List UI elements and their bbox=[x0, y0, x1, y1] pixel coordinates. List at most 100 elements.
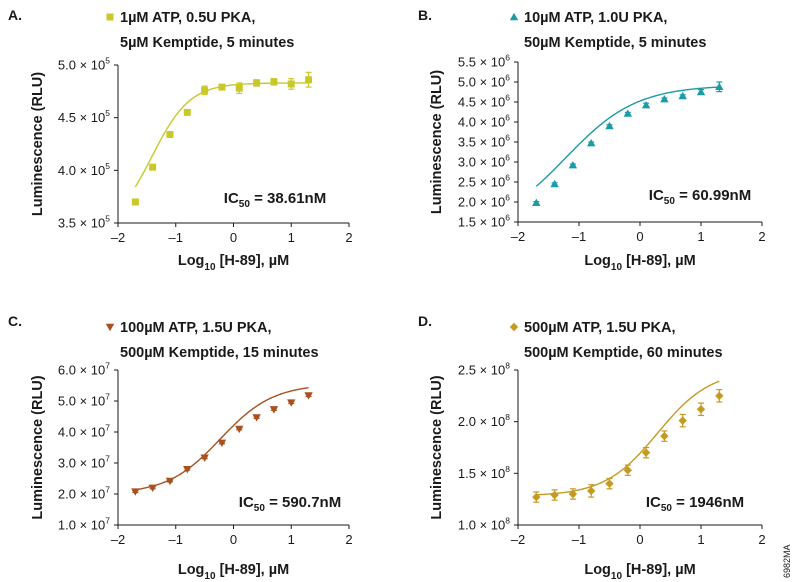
fit-curve bbox=[536, 380, 720, 496]
y-axis-title: Luminescence (RLU) bbox=[30, 72, 46, 216]
data-point bbox=[568, 489, 578, 499]
y-tick-label: 2.0 × 106 bbox=[458, 193, 510, 210]
y-tick-label: 2.5 × 108 bbox=[458, 361, 510, 378]
x-tick-label: 0 bbox=[636, 229, 643, 244]
data-point bbox=[131, 198, 139, 206]
data-point bbox=[715, 391, 724, 401]
data-point bbox=[605, 121, 614, 130]
data-point bbox=[217, 439, 227, 448]
panel-label: C. bbox=[8, 313, 22, 329]
x-axis-title: Log10 [H-89], µM bbox=[178, 253, 289, 273]
legend-marker bbox=[106, 13, 114, 21]
legend-entry: 10µM ATP, 1.0U PKA, bbox=[524, 10, 667, 26]
y-tick-label: 4.0 × 106 bbox=[458, 113, 510, 130]
legend-entry: 500µM Kemptide, 15 minutes bbox=[120, 345, 319, 361]
data-point bbox=[550, 490, 559, 500]
legend-entry: 5µM Kemptide, 5 minutes bbox=[120, 35, 294, 51]
x-tick-label: 1 bbox=[288, 532, 295, 547]
y-tick-label: 1.5 × 106 bbox=[458, 213, 510, 230]
figure-code: 6982MA bbox=[782, 544, 792, 578]
chart-panel: D. 500µM ATP, 1.5U PKA, 500µM Kemptide, 60… bbox=[418, 313, 766, 582]
x-axis-title: Log10 [H-89], µM bbox=[178, 562, 289, 582]
x-axis-title: Log10 [H-89], µM bbox=[584, 253, 695, 273]
ic50-annotation: IC50 = 60.99nM bbox=[649, 187, 751, 207]
legend-entry: 500µM Kemptide, 60 minutes bbox=[524, 345, 723, 361]
data-point bbox=[550, 179, 559, 188]
data-point bbox=[253, 79, 261, 87]
y-tick-label: 5.5 × 106 bbox=[458, 53, 510, 70]
data-point bbox=[696, 87, 706, 96]
y-tick-label: 4.5 × 105 bbox=[58, 108, 110, 125]
panel-label: D. bbox=[418, 313, 432, 329]
y-tick-label: 4.5 × 106 bbox=[458, 93, 510, 110]
ic50-annotation: IC50 = 590.7nM bbox=[239, 494, 341, 514]
data-point bbox=[305, 76, 313, 84]
x-tick-label: –2 bbox=[111, 230, 125, 245]
data-point bbox=[200, 454, 209, 462]
data-point bbox=[166, 131, 174, 139]
data-point bbox=[218, 83, 226, 91]
y-tick-label: 6.0 × 107 bbox=[58, 361, 110, 378]
chart-panel: A. 1µM ATP, 0.5U PKA, 5µM Kemptide, 5 minu… bbox=[8, 7, 353, 273]
x-tick-label: –1 bbox=[169, 532, 183, 547]
data-point bbox=[287, 80, 295, 88]
data-point bbox=[131, 488, 140, 496]
y-tick-label: 5.0 × 106 bbox=[458, 73, 510, 90]
x-tick-label: 2 bbox=[345, 532, 352, 547]
y-tick-label: 2.5 × 106 bbox=[458, 173, 510, 190]
y-tick-label: 5.0 × 107 bbox=[58, 392, 110, 409]
data-point bbox=[287, 399, 296, 407]
y-tick-label: 3.5 × 106 bbox=[458, 133, 510, 150]
legend-entry: 1µM ATP, 0.5U PKA, bbox=[120, 10, 255, 26]
y-tick-label: 1.5 × 108 bbox=[458, 464, 510, 481]
x-tick-label: –2 bbox=[511, 229, 525, 244]
y-tick-label: 1.0 × 107 bbox=[58, 516, 110, 533]
data-point bbox=[587, 139, 596, 147]
data-point bbox=[148, 484, 157, 492]
x-tick-label: –2 bbox=[511, 532, 525, 547]
x-tick-label: 0 bbox=[230, 532, 237, 547]
x-tick-label: 1 bbox=[697, 229, 704, 244]
y-tick-label: 3.0 × 106 bbox=[458, 153, 510, 170]
legend-entry: 50µM Kemptide, 5 minutes bbox=[524, 35, 706, 51]
chart-panel: C. 100µM ATP, 1.5U PKA, 500µM Kemptide, 15… bbox=[8, 313, 353, 582]
y-tick-label: 3.0 × 107 bbox=[58, 454, 110, 471]
y-axis-title: Luminescence (RLU) bbox=[429, 375, 445, 519]
legend-marker bbox=[509, 322, 519, 332]
data-point bbox=[235, 84, 243, 92]
data-point bbox=[304, 392, 313, 400]
x-tick-label: 0 bbox=[230, 230, 237, 245]
data-point bbox=[587, 486, 596, 496]
data-point bbox=[678, 91, 687, 100]
data-point bbox=[165, 477, 175, 486]
data-point bbox=[660, 431, 669, 441]
data-point bbox=[623, 466, 632, 475]
ic50-annotation: IC50 = 1946nM bbox=[646, 494, 744, 514]
legend-marker bbox=[509, 12, 519, 21]
legend-entry: 500µM ATP, 1.5U PKA, bbox=[524, 320, 676, 336]
data-point bbox=[270, 78, 278, 86]
y-tick-label: 3.5 × 105 bbox=[58, 214, 110, 231]
data-point bbox=[641, 448, 651, 457]
x-tick-label: 1 bbox=[288, 230, 295, 245]
x-tick-label: –2 bbox=[111, 532, 125, 547]
x-tick-label: –1 bbox=[572, 532, 586, 547]
x-tick-label: –1 bbox=[572, 229, 586, 244]
data-point bbox=[605, 479, 614, 488]
legend-marker bbox=[105, 323, 115, 332]
y-tick-label: 2.0 × 108 bbox=[458, 412, 510, 429]
data-point bbox=[201, 86, 209, 94]
x-tick-label: –1 bbox=[169, 230, 183, 245]
x-tick-label: 2 bbox=[758, 532, 765, 547]
data-point bbox=[235, 425, 244, 434]
y-tick-label: 2.0 × 107 bbox=[58, 485, 110, 502]
data-point bbox=[532, 198, 541, 206]
data-point bbox=[660, 95, 669, 103]
y-tick-label: 5.0 × 105 bbox=[58, 56, 110, 73]
y-tick-label: 4.0 × 105 bbox=[58, 161, 110, 178]
data-point bbox=[696, 405, 706, 414]
legend-entry: 100µM ATP, 1.5U PKA, bbox=[120, 320, 272, 336]
x-tick-label: 2 bbox=[345, 230, 352, 245]
x-tick-label: 1 bbox=[697, 532, 704, 547]
